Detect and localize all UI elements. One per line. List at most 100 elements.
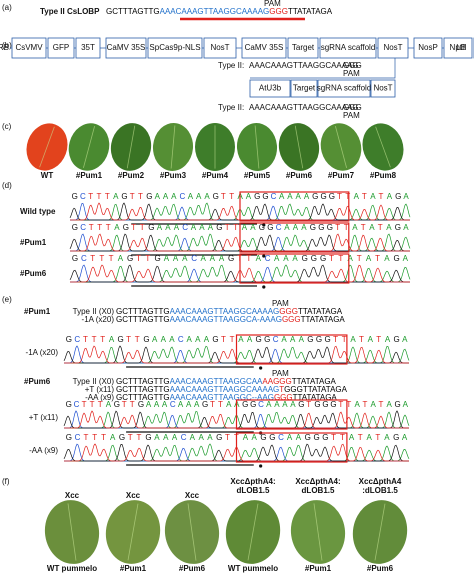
sequence-part: AAACAAAGTTAAGGCAAAAG [170, 307, 280, 316]
base: T [101, 433, 106, 442]
base: G [66, 400, 72, 409]
base: T [230, 335, 235, 344]
element-label: CaMV 35S [107, 43, 146, 52]
base: A [279, 192, 285, 201]
base: T [357, 254, 362, 263]
text-line: dLOB1.5 [237, 486, 270, 495]
target-box [239, 191, 350, 222]
base: T [246, 254, 251, 263]
leaf-vein [247, 503, 259, 561]
base: T [105, 192, 110, 201]
base: G [269, 433, 275, 442]
base: T [344, 223, 349, 232]
strain-label: Xcc [126, 491, 141, 500]
base: A [110, 433, 116, 442]
target-box [235, 432, 348, 463]
base: A [114, 223, 120, 232]
base: A [173, 254, 179, 263]
base: T [218, 400, 223, 409]
plant-label: WT pummelo [47, 564, 97, 573]
base: A [282, 400, 288, 409]
base: T [221, 335, 226, 344]
base: A [171, 192, 177, 201]
base: T [229, 192, 234, 201]
pam-seq: GGG [343, 61, 362, 70]
base: G [314, 400, 320, 409]
sequence-part: AAACAAAGTTAAGGCAAAAG [170, 385, 280, 394]
base: A [200, 254, 206, 263]
base: A [403, 254, 409, 263]
target-seq: AAACAAAGTTAAGGCAAAAG [249, 103, 359, 112]
base: G [312, 192, 318, 201]
base: A [152, 335, 158, 344]
plant-label: #Pum6 [367, 564, 394, 573]
base: A [199, 223, 205, 232]
element-label: Target [292, 43, 315, 52]
pam-seq: GGG [343, 103, 362, 112]
base: A [146, 400, 152, 409]
sequence-part: GCTTTAGTTG [116, 377, 170, 386]
base: A [210, 254, 216, 263]
base: T [345, 192, 350, 201]
base: G [305, 433, 311, 442]
element-box [287, 37, 319, 59]
base: A [157, 223, 163, 232]
base: T [333, 335, 338, 344]
trace-label: #Pum6 [20, 269, 47, 278]
element-box [203, 37, 237, 59]
base: G [393, 433, 399, 442]
base: G [320, 254, 326, 263]
element-label: NptII [450, 43, 467, 52]
base: G [320, 192, 326, 201]
base: A [191, 223, 197, 232]
target-box [239, 222, 350, 253]
base: T [130, 400, 135, 409]
base: A [387, 192, 393, 201]
base: A [154, 400, 160, 409]
base: A [274, 254, 280, 263]
base: A [188, 192, 194, 201]
base: T [140, 223, 145, 232]
panel-label: (d) [2, 181, 12, 190]
base: T [221, 192, 226, 201]
leaf-vein [187, 503, 197, 561]
leaf-vein [335, 126, 347, 168]
base: A [204, 335, 210, 344]
base: G [114, 400, 120, 409]
base: G [216, 433, 222, 442]
base: C [81, 254, 87, 263]
plant-label: #Pum6 [286, 171, 313, 180]
base: A [155, 192, 161, 201]
sequence-part: TTATATAGA [292, 377, 337, 386]
base: A [106, 400, 112, 409]
sequence-part: TTATATAGA [288, 7, 333, 16]
base: T [97, 192, 102, 201]
base: A [369, 223, 375, 232]
sequence: GCTTTAGTTGAAACAAAGTTAAGGCAAAAGGGTTATATAG… [116, 377, 337, 386]
base: G [213, 192, 219, 201]
target-box [239, 253, 350, 284]
sequence-part: TTATATAGA [301, 315, 346, 324]
base: G [302, 254, 308, 263]
base: A [293, 223, 299, 232]
base: A [296, 433, 302, 442]
plant-label: WT [41, 171, 54, 180]
base: G [119, 433, 125, 442]
base: A [256, 254, 262, 263]
base: T [88, 192, 93, 201]
base: T [225, 433, 230, 442]
base: T [362, 192, 367, 201]
element-box [47, 37, 75, 59]
pam-label: PAM [343, 111, 360, 120]
sequence: GCTTTAGTTGAAACAAAGTTAAGGCAAAAGGGGTTATATA… [106, 7, 333, 16]
leaf-vein [254, 125, 260, 169]
base: A [274, 400, 280, 409]
base: T [83, 433, 88, 442]
plant-label: #Pum5 [244, 171, 271, 180]
base: G [327, 223, 333, 232]
base: A [163, 192, 169, 201]
base: A [296, 192, 302, 201]
base: T [138, 192, 143, 201]
